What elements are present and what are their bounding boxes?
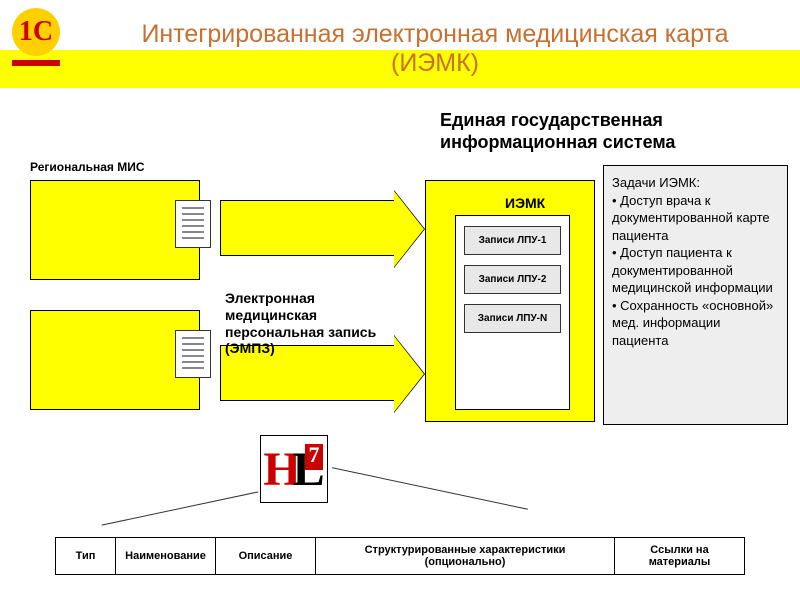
superior-system-title: Единая государственная информационная си… [440,110,780,153]
sidebar-heading: Задачи ИЭМК: [612,175,700,190]
logo-1c: 1С [12,8,60,56]
arrow-to-iemk-1 [220,200,394,256]
record-item: Записи ЛПУ-2 [464,265,561,294]
iemk-label: ИЭМК [505,195,545,211]
record-item: Записи ЛПУ-N [464,304,561,333]
sidebar-bullet: Доступ врача к документированной карте п… [612,193,770,243]
document-icon [175,200,211,248]
empz-label: Электронная медицинская персональная зап… [225,290,405,357]
sidebar-bullet: Доступ пациента к документированной меди… [612,245,773,295]
connector-line [102,491,259,525]
table-row: Тип Наименование Описание Структурирован… [56,538,745,575]
logo-underline [12,60,60,66]
slide-title: Интегрированная электронная медицинская … [110,20,760,78]
regional-mis-label: Региональная МИС [30,160,145,174]
col-desc: Описание [216,538,316,575]
sidebar-bullet: Сохранность «основной» мед. информации п… [612,298,773,348]
iemk-records-box: Записи ЛПУ-1 Записи ЛПУ-2 Записи ЛПУ-N [455,215,570,410]
record-item: Записи ЛПУ-1 [464,226,561,255]
col-links: Ссылки на материалы [615,538,745,575]
footer-table: Тип Наименование Описание Структурирован… [55,537,745,575]
col-type: Тип [56,538,116,575]
tasks-sidebar: Задачи ИЭМК: • Доступ врача к документир… [603,165,788,425]
document-icon [175,330,211,378]
logo-text: 1С [19,16,53,48]
col-name: Наименование [116,538,216,575]
hl7-logo: HL7 [260,435,328,503]
connector-line [332,467,528,510]
col-struct: Структурированные характеристики (опцион… [316,538,615,575]
